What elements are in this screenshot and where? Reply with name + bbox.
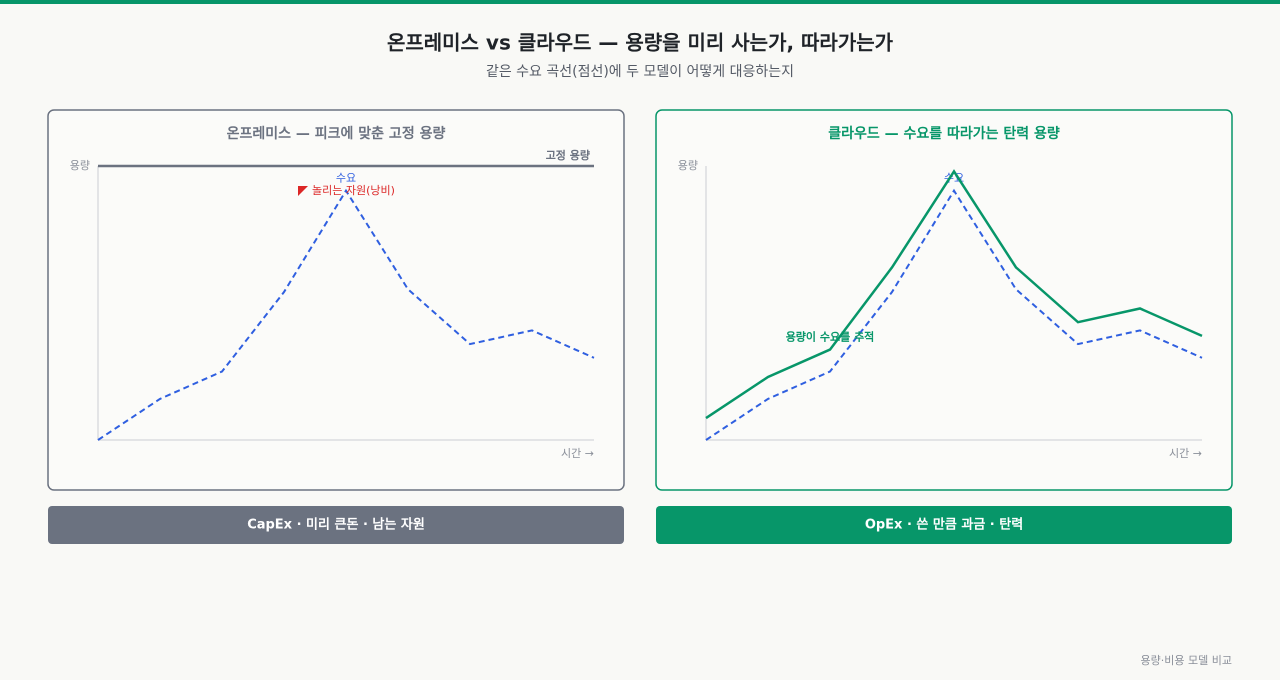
caption-bar <box>656 506 1232 544</box>
annotation: 놀리는 자원(낭비) <box>312 184 395 197</box>
caption: CapEx · 미리 큰돈 · 남는 자원 <box>247 517 425 533</box>
caption: OpEx · 쓴 만큼 과금 · 탄력 <box>865 517 1023 533</box>
y-axis-label: 용량 <box>678 159 698 172</box>
footer: 용량·비용 모델 비교 <box>1141 654 1232 667</box>
top-bar <box>0 0 1280 4</box>
series-label: 수요 <box>336 172 356 185</box>
chart-title: 클라우드 — 수요를 따라가는 탄력 용량 <box>828 125 1060 142</box>
y-axis-label: 용량 <box>70 159 90 172</box>
chart-title: 온프레미스 — 피크에 맞춘 고정 용량 <box>227 125 446 142</box>
x-axis-label: 시간 → <box>561 447 594 460</box>
caption-bar <box>48 506 624 544</box>
x-axis-label: 시간 → <box>1169 447 1202 460</box>
series-line <box>705 188 1203 441</box>
panel <box>655 109 1233 491</box>
series-label: 고정 용량 <box>546 148 590 162</box>
page-subtitle: 같은 수요 곡선(점선)에 두 모델이 어떻게 대응하는지 <box>486 64 794 80</box>
page-title: 온프레미스 vs 클라우드 — 용량을 미리 사는가, 따라가는가 <box>387 31 894 55</box>
panel <box>47 109 625 491</box>
series-line <box>97 188 595 441</box>
annotation-marker <box>298 186 308 196</box>
series-line <box>705 169 1203 420</box>
series-label: 용량이 수요를 추적 <box>786 330 875 344</box>
